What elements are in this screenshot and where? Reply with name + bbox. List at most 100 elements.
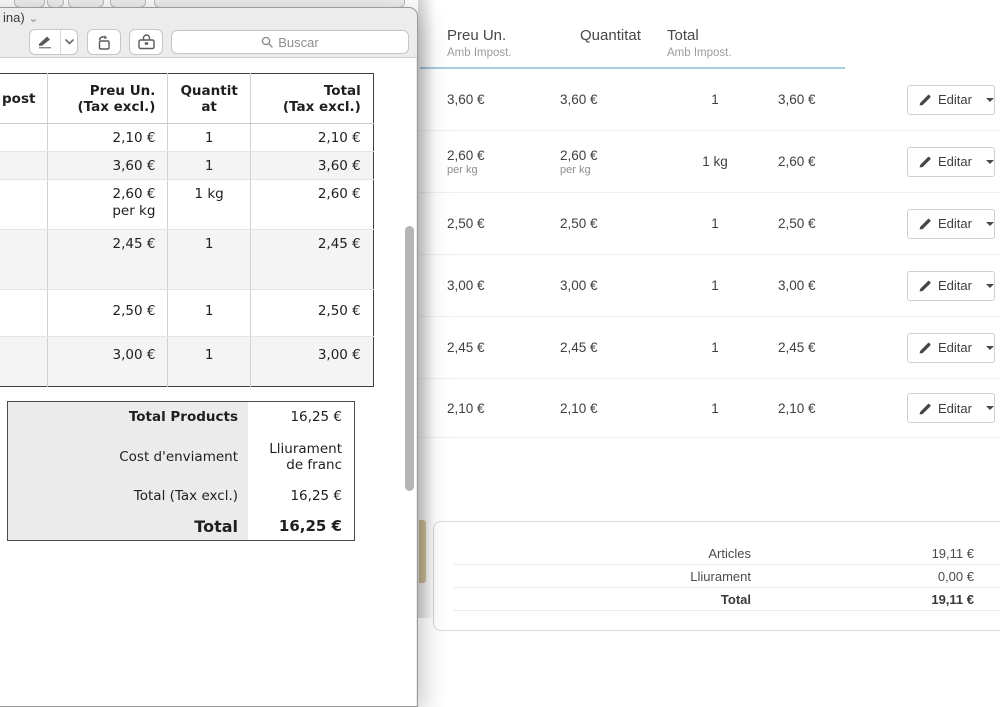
edit-button-label: Editar	[938, 92, 972, 107]
title-chevron-icon: ⌄	[28, 11, 39, 25]
caret-down-icon	[985, 159, 994, 168]
chevron-down-icon	[64, 39, 74, 45]
header-preu-un: Preu Un. (Tax excl.)	[47, 73, 168, 124]
total-cell: 2,60 €	[778, 154, 816, 169]
column-header-total: Total	[667, 27, 699, 44]
totals-row-shipping: Cost d'enviament Lliurament de franc	[119, 441, 342, 473]
unit-price-cell: 2,45 €	[447, 340, 485, 355]
search-placeholder: Buscar	[278, 34, 319, 50]
preview-window: ina) ⌄	[0, 7, 418, 707]
window-title[interactable]: ina) ⌄	[3, 10, 39, 25]
column-header-preu-un: Preu Un.	[447, 27, 507, 44]
invoice-row: 2,10 € 1 2,10 €	[0, 123, 374, 152]
caret-down-icon	[985, 97, 994, 106]
toolbar-divider	[0, 57, 417, 58]
pencil-icon	[919, 342, 931, 354]
edit-button[interactable]: Editar	[907, 332, 995, 363]
caret-down-icon	[985, 406, 994, 414]
summary-row-articles: Articles 19,11 €	[453, 542, 1000, 565]
rotate-button[interactable]	[87, 29, 121, 55]
total-cell: 2,45 €	[778, 340, 816, 355]
quantity-cell: 1	[711, 92, 719, 107]
invoice-totals-box: Total Products 16,25 € Cost d'enviament …	[7, 401, 355, 541]
product-row: 2,10 € 2,10 € 1 2,10 € Editar	[420, 379, 1000, 438]
unit-price-cell: 3,60 €	[447, 92, 485, 107]
edit-button[interactable]: Editar	[907, 84, 995, 115]
edit-button[interactable]: Editar	[907, 208, 995, 239]
order-summary-card: Articles 19,11 € Lliurament 0,00 € Total…	[433, 521, 1000, 631]
vertical-scrollbar-thumb[interactable]	[405, 226, 414, 491]
invoice-row: 3,60 € 1 3,60 €	[0, 151, 374, 180]
quantity-cell: 1 kg	[702, 154, 728, 169]
pencil-icon	[919, 94, 931, 106]
quantity-cell: 1	[711, 340, 719, 355]
unit-price-tax-cell: 2,60 € per kg	[560, 147, 598, 176]
invoice-row: 3,00 € 1 3,00 €	[0, 336, 374, 387]
totals-label-background	[8, 402, 248, 540]
search-input[interactable]: Buscar	[171, 30, 409, 54]
caret-down-icon	[985, 221, 994, 230]
invoice-row: 2,50 € 1 2,50 €	[0, 289, 374, 337]
caret-down-icon	[985, 345, 994, 354]
toolbox-icon	[137, 34, 155, 50]
pencil-icon	[919, 156, 931, 168]
pen-icon	[39, 36, 51, 49]
pencil-icon	[919, 218, 931, 230]
summary-row-total: Total 19,11 €	[453, 588, 1000, 611]
unit-price-tax-cell: 3,60 €	[560, 92, 598, 107]
pdf-page: post Preu Un. (Tax excl.) Quantit at Total…	[0, 58, 416, 706]
markup-pen-dropdown[interactable]	[60, 30, 77, 54]
unit-price-tax-cell: 2,45 €	[560, 340, 598, 355]
edit-button-label: Editar	[938, 278, 972, 293]
totals-row-total: Total 16,25 €	[194, 516, 342, 536]
edit-button[interactable]: Editar	[907, 270, 995, 301]
edit-button-label: Editar	[938, 400, 972, 416]
edit-button-label: Editar	[938, 216, 972, 231]
window-drop-shadow	[418, 0, 435, 618]
header-underline	[420, 67, 845, 69]
edit-button[interactable]: Editar	[907, 146, 995, 177]
product-row: 3,60 € 3,60 € 1 3,60 € Editar	[420, 69, 1000, 131]
header-total: Total (Tax excl.)	[249, 73, 374, 124]
product-row: 2,50 € 2,50 € 1 2,50 € Editar	[420, 193, 1000, 255]
pencil-icon	[919, 280, 931, 292]
quantity-cell: 1	[711, 278, 719, 293]
totals-row-tax-excl: Total (Tax excl.) 16,25 €	[133, 488, 342, 504]
totals-row-products: Total Products 16,25 €	[128, 409, 342, 425]
product-row: 2,60 € per kg 2,60 € per kg 1 kg 2,60 € Ed…	[420, 131, 1000, 193]
product-row: 2,45 € 2,45 € 1 2,45 € Editar	[420, 317, 1000, 379]
total-cell: 2,50 €	[778, 216, 816, 231]
unit-price-cell: 2,10 €	[447, 400, 485, 416]
quantity-cell: 1	[711, 216, 719, 231]
unit-price-tax-cell: 3,00 €	[560, 278, 598, 293]
markup-toolbar-button[interactable]	[129, 29, 163, 55]
unit-price-cell: 2,50 €	[447, 216, 485, 231]
unit-price-tax-cell: 2,10 €	[560, 400, 598, 416]
invoice-header-row: post Preu Un. (Tax excl.) Quantit at Total…	[0, 73, 374, 124]
edit-button-label: Editar	[938, 154, 972, 169]
edit-button[interactable]: Editar	[907, 393, 995, 423]
search-icon	[261, 36, 273, 48]
total-cell: 2,10 €	[778, 400, 816, 416]
rotate-left-icon	[98, 34, 110, 50]
edit-button-label: Editar	[938, 340, 972, 355]
unit-price-cell: 3,00 €	[447, 278, 485, 293]
total-cell: 3,60 €	[778, 92, 816, 107]
invoice-row: 2,60 € per kg 1 kg 2,60 €	[0, 179, 374, 230]
header-quantitat: Quantit at	[167, 73, 251, 124]
summary-row-lliurament: Lliurament 0,00 €	[453, 565, 1000, 588]
markup-pen-button-group[interactable]	[29, 29, 78, 55]
markup-pen-button[interactable]	[30, 30, 60, 54]
column-header-quantitat: Quantitat	[580, 27, 641, 44]
caret-down-icon	[985, 283, 994, 292]
quantity-cell: 1	[711, 400, 719, 416]
unit-price-cell: 2,60 € per kg	[447, 147, 485, 176]
total-cell: 3,00 €	[778, 278, 816, 293]
pencil-icon	[919, 403, 931, 414]
header-impost: post	[0, 73, 48, 124]
product-row: 3,00 € 3,00 € 1 3,00 € Editar	[420, 255, 1000, 317]
invoice-products-table: post Preu Un. (Tax excl.) Quantit at Total…	[0, 73, 374, 387]
panel-accent-bar	[419, 520, 426, 583]
invoice-row: 2,45 € 1 2,45 €	[0, 229, 374, 290]
column-subheader-amb-impost: Amb Impost.	[447, 47, 512, 59]
